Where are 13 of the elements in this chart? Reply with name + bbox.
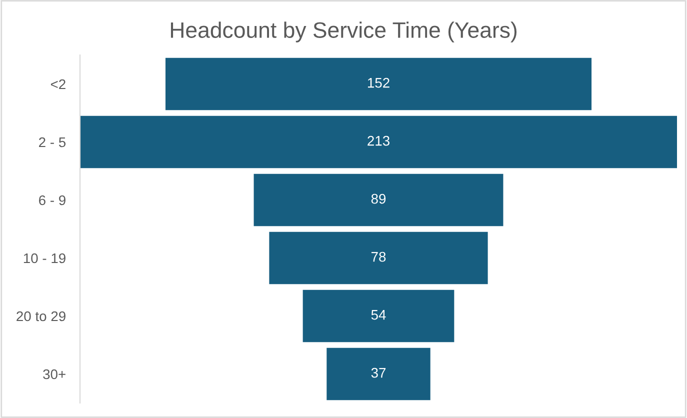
category-label: <2: [50, 79, 66, 90]
data-label: 152: [368, 78, 390, 88]
category-label: 10 - 19: [24, 253, 66, 264]
category-label: 30+: [43, 369, 66, 380]
category-label: 20 to 29: [16, 311, 66, 322]
data-label: 78: [371, 252, 386, 262]
text: Headcount by Service Time (Years): [170, 22, 516, 42]
data-label: 37: [371, 368, 386, 378]
data-label: 89: [371, 194, 386, 204]
data-label: 213: [368, 136, 390, 146]
data-label: 54: [371, 310, 386, 320]
category-label: 2 - 5: [39, 137, 66, 148]
category-label: 6 - 9: [39, 195, 66, 206]
